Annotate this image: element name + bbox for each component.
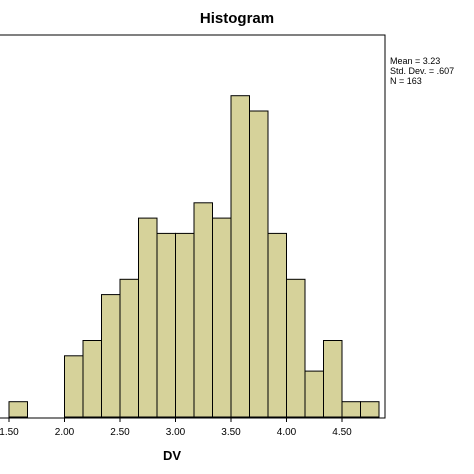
x-axis-label: DV	[162, 448, 182, 463]
mean-stat: Mean = 3.23	[390, 56, 441, 66]
histogram-bars	[8, 95, 380, 418]
histogram-bar	[175, 232, 195, 418]
histogram-bar	[304, 370, 324, 418]
histogram-bar	[119, 278, 139, 418]
histogram-bar	[267, 232, 287, 418]
n-stat: N = 163	[390, 76, 422, 86]
histogram-bar	[286, 278, 306, 418]
histogram-bar	[212, 217, 232, 418]
x-axis-ticks: 1.50 2.00 2.50 3.00 3.50 4.00 4.50	[0, 418, 352, 438]
x-tick-label: 4.00	[277, 427, 297, 438]
statistics-box: Mean = 3.23 Std. Dev. = .607 N = 163	[390, 56, 454, 86]
histogram-bar	[341, 401, 361, 418]
x-tick-label: 2.50	[110, 427, 130, 438]
histogram-bar	[64, 355, 84, 418]
x-tick-label: 2.00	[55, 427, 75, 438]
x-tick-label: 3.50	[221, 427, 241, 438]
histogram-bar	[230, 95, 250, 418]
histogram-bar	[249, 110, 269, 418]
histogram-bar	[82, 340, 102, 418]
histogram-bar	[156, 232, 176, 418]
std-dev-stat: Std. Dev. = .607	[390, 66, 455, 76]
histogram-bar	[193, 202, 213, 418]
histogram-bar	[323, 340, 343, 418]
x-tick-label: 1.50	[0, 427, 19, 438]
chart-title: Histogram	[199, 10, 275, 27]
histogram-bar	[101, 294, 121, 418]
x-tick-label: 4.50	[332, 427, 352, 438]
x-tick-label: 3.00	[166, 427, 186, 438]
plot-frame	[0, 34, 386, 419]
histogram-bar	[138, 217, 158, 418]
histogram-bar	[8, 401, 28, 418]
histogram-bar	[360, 401, 380, 418]
